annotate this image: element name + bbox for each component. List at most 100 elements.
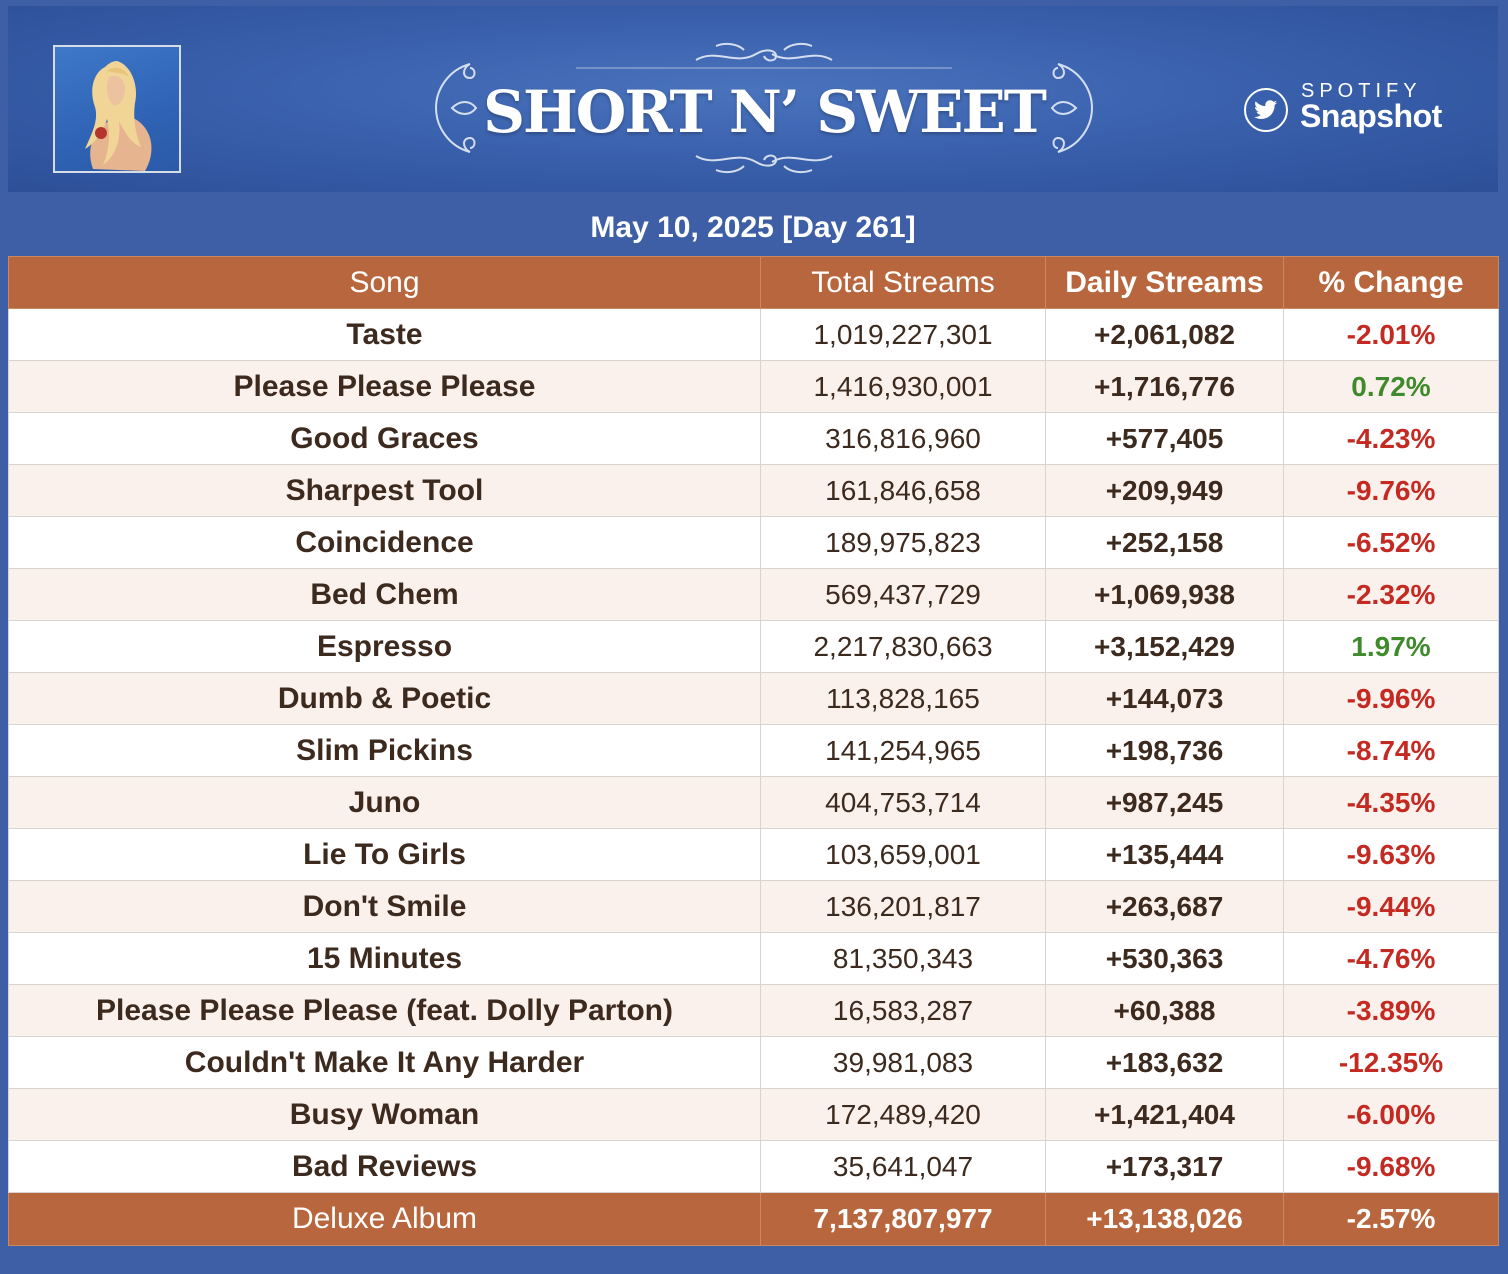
total-streams-cell: 172,489,420 <box>760 1088 1046 1141</box>
total-streams-cell: 35,641,047 <box>760 1140 1046 1193</box>
song-cell: Good Graces <box>8 412 761 465</box>
percent-change-cell: -12.35% <box>1283 1036 1499 1089</box>
total-streams-cell: 1,019,227,301 <box>760 308 1046 361</box>
column-header-total-streams: Total Streams <box>760 256 1046 309</box>
daily-streams-cell: +577,405 <box>1045 412 1284 465</box>
total-streams-cell: 103,659,001 <box>760 828 1046 881</box>
total-streams-cell: 569,437,729 <box>760 568 1046 621</box>
song-cell: Lie To Girls <box>8 828 761 881</box>
header-banner: SHORT N’ SWEET SPOTIFY Snapshot <box>8 6 1498 192</box>
song-cell: Juno <box>8 776 761 829</box>
total-streams-cell: 2,217,830,663 <box>760 620 1046 673</box>
daily-streams-cell: +1,069,938 <box>1045 568 1284 621</box>
table-row: Juno 404,753,714 +987,245 -4.35% <box>8 776 1499 829</box>
column-header-percent-change: % Change <box>1283 256 1499 309</box>
daily-streams-cell: +263,687 <box>1045 880 1284 933</box>
song-cell: Couldn't Make It Any Harder <box>8 1036 761 1089</box>
daily-streams-cell: +252,158 <box>1045 516 1284 569</box>
spotify-snapshot-brand: SPOTIFY Snapshot <box>1244 80 1474 140</box>
percent-change-cell: 1.97% <box>1283 620 1499 673</box>
daily-streams-cell: +1,716,776 <box>1045 360 1284 413</box>
brand-top-label: SPOTIFY <box>1301 80 1422 102</box>
daily-streams-cell: +135,444 <box>1045 828 1284 881</box>
song-cell: Espresso <box>8 620 761 673</box>
brand-bottom-label: Snapshot <box>1300 98 1442 134</box>
column-header-song: Song <box>8 256 761 309</box>
percent-change-cell: -9.96% <box>1283 672 1499 725</box>
table-row: Busy Woman 172,489,420 +1,421,404 -6.00% <box>8 1088 1499 1141</box>
song-cell: Sharpest Tool <box>8 464 761 517</box>
table-row: 15 Minutes 81,350,343 +530,363 -4.76% <box>8 932 1499 985</box>
song-cell: Dumb & Poetic <box>8 672 761 725</box>
total-streams-cell: 404,753,714 <box>760 776 1046 829</box>
percent-change-cell: -4.23% <box>1283 412 1499 465</box>
daily-streams-cell: +3,152,429 <box>1045 620 1284 673</box>
date-line: May 10, 2025 [Day 261] <box>8 200 1498 255</box>
total-streams-cell: 81,350,343 <box>760 932 1046 985</box>
table-row: Bed Chem 569,437,729 +1,069,938 -2.32% <box>8 568 1499 621</box>
total-streams-cell: 39,981,083 <box>760 1036 1046 1089</box>
total-streams-cell: 16,583,287 <box>760 984 1046 1037</box>
album-cover-image <box>53 45 181 173</box>
table-row: Please Please Please (feat. Dolly Parton… <box>8 984 1499 1037</box>
total-streams-cell: 1,416,930,001 <box>760 360 1046 413</box>
daily-streams-cell: +987,245 <box>1045 776 1284 829</box>
footer-total-cell: 7,137,807,977 <box>760 1192 1046 1246</box>
table-row: Please Please Please 1,416,930,001 +1,716,… <box>8 360 1499 413</box>
percent-change-cell: -2.01% <box>1283 308 1499 361</box>
table-footer-row: Deluxe Album 7,137,807,977 +13,138,026 -… <box>8 1192 1499 1246</box>
footer-change-cell: -2.57% <box>1283 1192 1499 1246</box>
streams-table: Song Total Streams Daily Streams % Chang… <box>8 256 1499 1246</box>
daily-streams-cell: +530,363 <box>1045 932 1284 985</box>
daily-streams-cell: +173,317 <box>1045 1140 1284 1193</box>
table-row: Slim Pickins 141,254,965 +198,736 -8.74% <box>8 724 1499 777</box>
column-header-daily-streams: Daily Streams <box>1045 256 1284 309</box>
total-streams-cell: 141,254,965 <box>760 724 1046 777</box>
table-row: Lie To Girls 103,659,001 +135,444 -9.63% <box>8 828 1499 881</box>
percent-change-cell: -6.52% <box>1283 516 1499 569</box>
table-row: Dumb & Poetic 113,828,165 +144,073 -9.96% <box>8 672 1499 725</box>
total-streams-cell: 136,201,817 <box>760 880 1046 933</box>
footer-song-cell: Deluxe Album <box>8 1192 761 1246</box>
table-row: Espresso 2,217,830,663 +3,152,429 1.97% <box>8 620 1499 673</box>
percent-change-cell: 0.72% <box>1283 360 1499 413</box>
percent-change-cell: -4.35% <box>1283 776 1499 829</box>
song-cell: Please Please Please (feat. Dolly Parton… <box>8 984 761 1037</box>
percent-change-cell: -3.89% <box>1283 984 1499 1037</box>
table-row: Coincidence 189,975,823 +252,158 -6.52% <box>8 516 1499 569</box>
daily-streams-cell: +144,073 <box>1045 672 1284 725</box>
album-title: SHORT N’ SWEET <box>483 78 1047 146</box>
twitter-bird-icon <box>1244 88 1288 132</box>
song-cell: Busy Woman <box>8 1088 761 1141</box>
daily-streams-cell: +2,061,082 <box>1045 308 1284 361</box>
footer-daily-cell: +13,138,026 <box>1045 1192 1284 1246</box>
table-row: Don't Smile 136,201,817 +263,687 -9.44% <box>8 880 1499 933</box>
table-row: Sharpest Tool 161,846,658 +209,949 -9.76% <box>8 464 1499 517</box>
percent-change-cell: -9.44% <box>1283 880 1499 933</box>
song-cell: 15 Minutes <box>8 932 761 985</box>
daily-streams-cell: +183,632 <box>1045 1036 1284 1089</box>
total-streams-cell: 316,816,960 <box>760 412 1046 465</box>
percent-change-cell: -2.32% <box>1283 568 1499 621</box>
table-row: Good Graces 316,816,960 +577,405 -4.23% <box>8 412 1499 465</box>
total-streams-cell: 189,975,823 <box>760 516 1046 569</box>
daily-streams-cell: +198,736 <box>1045 724 1284 777</box>
total-streams-cell: 113,828,165 <box>760 672 1046 725</box>
album-title-block: SHORT N’ SWEET <box>426 38 1102 178</box>
flourish-ornament-icon <box>434 42 1094 174</box>
percent-change-cell: -6.00% <box>1283 1088 1499 1141</box>
song-cell: Taste <box>8 308 761 361</box>
table-row: Taste 1,019,227,301 +2,061,082 -2.01% <box>8 308 1499 361</box>
song-cell: Coincidence <box>8 516 761 569</box>
song-cell: Please Please Please <box>8 360 761 413</box>
percent-change-cell: -9.68% <box>1283 1140 1499 1193</box>
song-cell: Don't Smile <box>8 880 761 933</box>
daily-streams-cell: +1,421,404 <box>1045 1088 1284 1141</box>
percent-change-cell: -4.76% <box>1283 932 1499 985</box>
percent-change-cell: -9.63% <box>1283 828 1499 881</box>
song-cell: Slim Pickins <box>8 724 761 777</box>
daily-streams-cell: +60,388 <box>1045 984 1284 1037</box>
percent-change-cell: -8.74% <box>1283 724 1499 777</box>
total-streams-cell: 161,846,658 <box>760 464 1046 517</box>
